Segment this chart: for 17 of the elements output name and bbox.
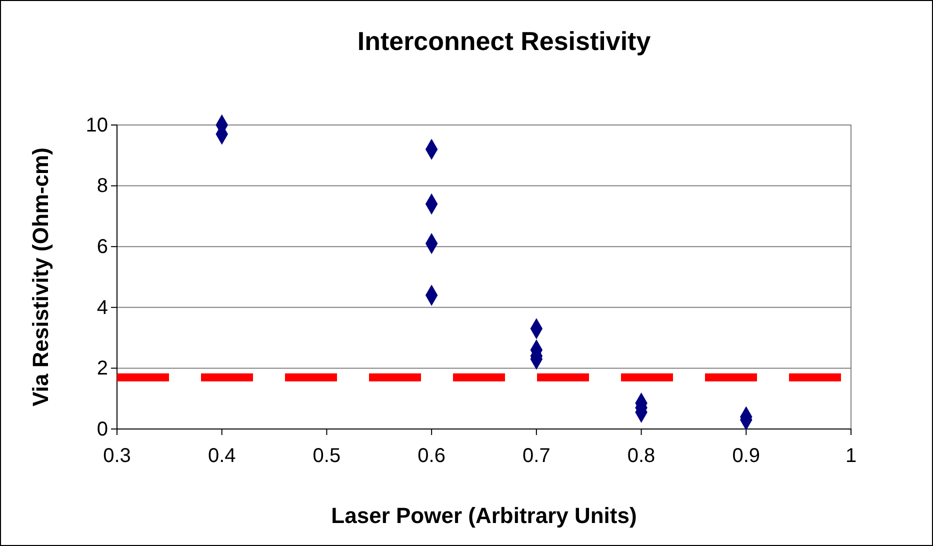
- y-tick-label: 0: [96, 418, 108, 440]
- x-tick-label: 0.8: [627, 445, 656, 467]
- y-tick-label: 6: [96, 236, 108, 258]
- x-tick-label: 0.6: [418, 445, 446, 467]
- chart-title: Interconnect Resistivity: [357, 26, 652, 56]
- x-tick-label: 0.5: [312, 445, 341, 467]
- x-tick-label: 0.7: [522, 445, 550, 467]
- y-tick-label: 8: [96, 175, 108, 198]
- y-tick-label: 10: [86, 114, 108, 136]
- y-tick-label: 4: [96, 296, 108, 319]
- x-tick-label: 0.4: [208, 445, 236, 467]
- x-tick-label: 0.9: [732, 445, 760, 467]
- y-tick-label: 2: [96, 358, 108, 380]
- y-axis-title: Via Resistivity (Ohm-cm): [28, 148, 53, 406]
- x-tick-label: 0.3: [103, 445, 131, 467]
- x-axis-title: Laser Power (Arbitrary Units): [331, 503, 637, 528]
- x-tick-label: 1: [845, 445, 857, 467]
